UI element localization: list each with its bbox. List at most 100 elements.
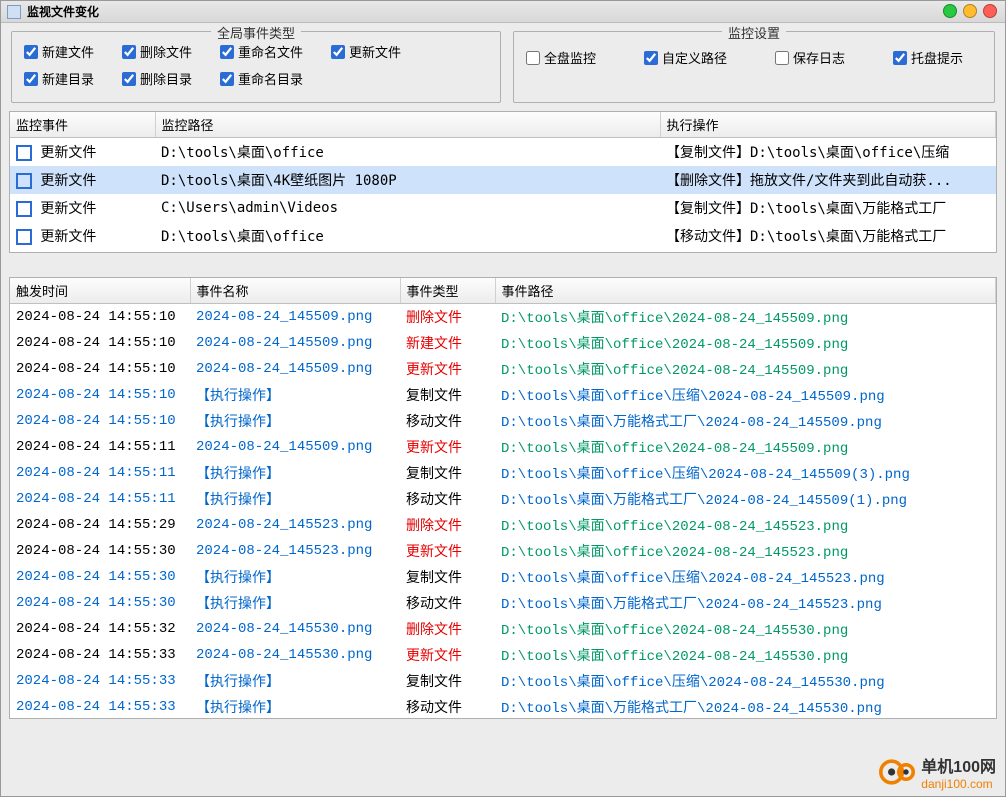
table-row[interactable]: 更新文件D:\tools\桌面\4K壁纸图片 1080P【删除文件】拖放文件/文…	[10, 166, 996, 194]
watermark: 单机100网 danji100.com	[879, 753, 996, 791]
monitor-path-cell: D:\tools\桌面\office	[155, 222, 660, 250]
group-legend: 全局事件类型	[211, 23, 301, 42]
event-type-cb-0[interactable]: 新建文件	[24, 42, 94, 61]
event-type-cb-2-checkbox[interactable]	[220, 45, 234, 59]
table-row[interactable]: 2024-08-24 14:55:322024-08-24_145530.png…	[10, 616, 996, 642]
event-time-cell: 2024-08-24 14:55:32	[10, 616, 190, 642]
table-row[interactable]: 更新文件D:\tools\桌面\office【复制文件】D:\tools\桌面\…	[10, 138, 996, 167]
event-type-cell: 移动文件	[400, 486, 495, 512]
event-type-cb-0-checkbox[interactable]	[24, 45, 38, 59]
monitor-setting-cb-2-checkbox[interactable]	[775, 51, 789, 65]
event-type-cb2-1-checkbox[interactable]	[122, 72, 136, 86]
table-row[interactable]: 2024-08-24 14:55:102024-08-24_145509.png…	[10, 330, 996, 356]
monitor-action-cell: 【删除文件】拖放文件/文件夹到此自动获...	[660, 166, 996, 194]
event-name-cell: 【执行操作】	[190, 694, 400, 719]
table-row[interactable]: 2024-08-24 14:55:332024-08-24_145530.png…	[10, 642, 996, 668]
event-type-cb2-2-label: 重命名目录	[238, 69, 303, 88]
row-checkbox-icon[interactable]	[16, 201, 32, 217]
event-path-cell: D:\tools\桌面\office\2024-08-24_145509.png	[495, 304, 996, 331]
window-title: 监视文件变化	[27, 3, 99, 20]
event-name-cell: 2024-08-24_145523.png	[190, 538, 400, 564]
table-row[interactable]: 2024-08-24 14:55:30【执行操作】复制文件D:\tools\桌面…	[10, 564, 996, 590]
table-row[interactable]: 2024-08-24 14:55:102024-08-24_145509.png…	[10, 356, 996, 382]
event-path-cell: D:\tools\桌面\office\压缩\2024-08-24_145509.…	[495, 382, 996, 408]
event-type-cb2-0-label: 新建目录	[42, 69, 94, 88]
event-type-cb2-0[interactable]: 新建目录	[24, 69, 94, 88]
table-row[interactable]: 2024-08-24 14:55:112024-08-24_145509.png…	[10, 434, 996, 460]
event-path-cell: D:\tools\桌面\office\2024-08-24_145509.png	[495, 330, 996, 356]
event-type-cb2-2[interactable]: 重命名目录	[220, 69, 303, 88]
monitor-path-cell: D:\tools\桌面\office	[155, 138, 660, 167]
event-type-cell: 更新文件	[400, 356, 495, 382]
table-row[interactable]: 2024-08-24 14:55:102024-08-24_145509.png…	[10, 304, 996, 331]
event-type-cb-2[interactable]: 重命名文件	[220, 42, 303, 61]
events-table-container: 触发时间事件名称事件类型事件路径 2024-08-24 14:55:102024…	[9, 277, 997, 719]
event-path-cell: D:\tools\桌面\万能格式工厂\2024-08-24_145509.png	[495, 408, 996, 434]
monitor-setting-cb-3[interactable]: 托盘提示	[893, 48, 963, 67]
minimize-button[interactable]	[943, 4, 957, 18]
table-row[interactable]: 2024-08-24 14:55:30【执行操作】移动文件D:\tools\桌面…	[10, 590, 996, 616]
table-row[interactable]: 2024-08-24 14:55:292024-08-24_145523.png…	[10, 512, 996, 538]
event-time-cell: 2024-08-24 14:55:11	[10, 434, 190, 460]
event-type-cell: 复制文件	[400, 382, 495, 408]
row-checkbox-icon[interactable]	[16, 145, 32, 161]
event-time-cell: 2024-08-24 14:55:30	[10, 538, 190, 564]
monitor-header[interactable]: 监控路径	[155, 112, 660, 138]
monitor-table: 监控事件监控路径执行操作 更新文件D:\tools\桌面\office【复制文件…	[10, 112, 996, 250]
group-legend: 监控设置	[722, 23, 786, 42]
monitor-setting-cb-0[interactable]: 全盘监控	[526, 48, 596, 67]
maximize-button[interactable]	[963, 4, 977, 18]
monitor-header[interactable]: 执行操作	[660, 112, 996, 138]
table-row[interactable]: 2024-08-24 14:55:11【执行操作】复制文件D:\tools\桌面…	[10, 460, 996, 486]
event-type-cb2-2-checkbox[interactable]	[220, 72, 234, 86]
monitor-setting-cb-0-label: 全盘监控	[544, 48, 596, 67]
event-path-cell: D:\tools\桌面\office\压缩\2024-08-24_145523.…	[495, 564, 996, 590]
row-checkbox-icon[interactable]	[16, 173, 32, 189]
table-row[interactable]: 2024-08-24 14:55:11【执行操作】移动文件D:\tools\桌面…	[10, 486, 996, 512]
table-row[interactable]: 2024-08-24 14:55:33【执行操作】移动文件D:\tools\桌面…	[10, 694, 996, 719]
table-row[interactable]: 更新文件D:\tools\桌面\office【移动文件】D:\tools\桌面\…	[10, 222, 996, 250]
monitor-header[interactable]: 监控事件	[10, 112, 155, 138]
monitor-setting-cb-2[interactable]: 保存日志	[775, 48, 845, 67]
event-time-cell: 2024-08-24 14:55:30	[10, 564, 190, 590]
row-checkbox-icon[interactable]	[16, 229, 32, 245]
event-header[interactable]: 事件路径	[495, 278, 996, 304]
event-type-cb-3[interactable]: 更新文件	[331, 42, 401, 61]
monitor-setting-cb-1[interactable]: 自定义路径	[644, 48, 727, 67]
monitor-setting-cb-2-label: 保存日志	[793, 48, 845, 67]
monitor-table-container: 监控事件监控路径执行操作 更新文件D:\tools\桌面\office【复制文件…	[9, 111, 997, 253]
event-type-cell: 复制文件	[400, 668, 495, 694]
group-monitor-settings: 监控设置 全盘监控自定义路径保存日志托盘提示	[513, 31, 995, 103]
monitor-setting-cb-0-checkbox[interactable]	[526, 51, 540, 65]
monitor-path-cell: C:\Users\admin\Videos	[155, 194, 660, 222]
table-row[interactable]: 2024-08-24 14:55:10【执行操作】复制文件D:\tools\桌面…	[10, 382, 996, 408]
watermark-url: danji100.com	[921, 777, 996, 791]
event-type-cell: 更新文件	[400, 642, 495, 668]
event-time-cell: 2024-08-24 14:55:10	[10, 408, 190, 434]
event-type-cb-1-label: 删除文件	[140, 42, 192, 61]
table-row[interactable]: 更新文件C:\Users\admin\Videos【复制文件】D:\tools\…	[10, 194, 996, 222]
event-header[interactable]: 触发时间	[10, 278, 190, 304]
event-type-cell: 删除文件	[400, 304, 495, 331]
event-header[interactable]: 事件名称	[190, 278, 400, 304]
event-type-cb2-1[interactable]: 删除目录	[122, 69, 192, 88]
table-row[interactable]: 2024-08-24 14:55:10【执行操作】移动文件D:\tools\桌面…	[10, 408, 996, 434]
event-time-cell: 2024-08-24 14:55:30	[10, 590, 190, 616]
group-event-types: 全局事件类型 新建文件删除文件重命名文件更新文件 新建目录删除目录重命名目录	[11, 31, 501, 103]
table-row[interactable]: 2024-08-24 14:55:302024-08-24_145523.png…	[10, 538, 996, 564]
event-type-cb2-0-checkbox[interactable]	[24, 72, 38, 86]
monitor-setting-cb-3-checkbox[interactable]	[893, 51, 907, 65]
event-type-cell: 更新文件	[400, 434, 495, 460]
event-path-cell: D:\tools\桌面\office\2024-08-24_145530.png	[495, 616, 996, 642]
event-name-cell: 【执行操作】	[190, 668, 400, 694]
close-button[interactable]	[983, 4, 997, 18]
event-header[interactable]: 事件类型	[400, 278, 495, 304]
monitor-event-cell: 更新文件	[10, 138, 155, 167]
titlebar: 监视文件变化	[1, 1, 1005, 23]
event-type-cb-3-checkbox[interactable]	[331, 45, 345, 59]
event-type-cb-1[interactable]: 删除文件	[122, 42, 192, 61]
event-type-cb-1-checkbox[interactable]	[122, 45, 136, 59]
monitor-setting-cb-1-checkbox[interactable]	[644, 51, 658, 65]
table-row[interactable]: 2024-08-24 14:55:33【执行操作】复制文件D:\tools\桌面…	[10, 668, 996, 694]
event-type-cb-3-label: 更新文件	[349, 42, 401, 61]
